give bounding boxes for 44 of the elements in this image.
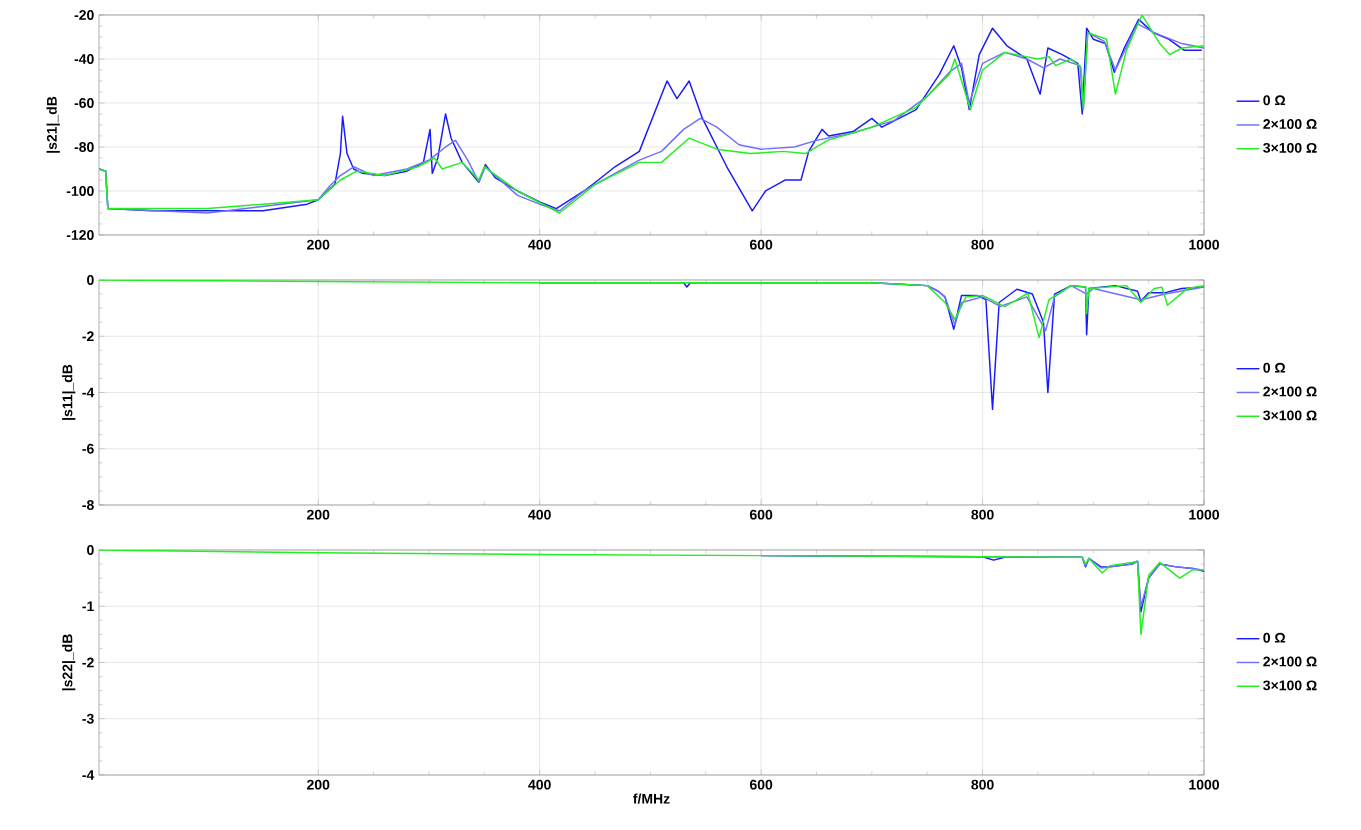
- y-tick-label: -1: [82, 601, 94, 612]
- y-axis-title: |s11|_dB: [62, 364, 76, 420]
- y-tick-label: -8: [82, 500, 94, 510]
- legend-label: 0 Ω: [1263, 362, 1286, 373]
- y-tick-label: 0: [87, 545, 94, 555]
- x-tick-label: 400: [528, 239, 551, 250]
- legend-label: 2×100 Ω: [1263, 119, 1317, 130]
- y-tick-label: -2: [82, 331, 94, 342]
- legend-label: 2×100 Ω: [1263, 656, 1317, 667]
- x-tick-label: 200: [307, 509, 330, 520]
- legend-label: 3×100 Ω: [1263, 680, 1317, 691]
- y-tick-label: -120: [66, 230, 94, 240]
- x-tick-label: 400: [528, 509, 551, 520]
- y-tick-label: -20: [74, 10, 94, 20]
- x-tick-label: 200: [307, 779, 330, 790]
- legend-label: 3×100 Ω: [1263, 142, 1317, 153]
- y-tick-label: -3: [82, 713, 94, 724]
- x-tick-label: 600: [749, 779, 773, 790]
- x-tick-label: 600: [749, 509, 773, 520]
- y-tick-label: -100: [66, 186, 94, 196]
- legend-label: 0 Ω: [1263, 632, 1286, 643]
- y-axis-title: |s22|_dB: [62, 634, 76, 691]
- x-tick-label: 400: [528, 779, 551, 790]
- y-axis-title: |s21|_dB: [46, 96, 60, 153]
- y-tick-label: 0: [87, 275, 94, 285]
- legend-label: 0 Ω: [1263, 95, 1286, 106]
- x-tick-label: 1000: [1189, 239, 1219, 250]
- y-tick-label: -40: [74, 54, 94, 64]
- x-axis-title: f/MHz: [633, 793, 670, 804]
- legend-label: 3×100 Ω: [1263, 410, 1317, 421]
- x-tick-label: 600: [749, 239, 773, 250]
- x-tick-label: 1000: [1189, 779, 1219, 790]
- y-tick-label: -60: [74, 98, 94, 108]
- y-tick-label: -4: [82, 387, 95, 398]
- x-tick-label: 1000: [1189, 509, 1219, 520]
- y-tick-label: -4: [82, 770, 95, 780]
- x-tick-label: 200: [307, 239, 330, 250]
- x-tick-label: 800: [971, 239, 994, 250]
- y-tick-label: -6: [82, 443, 94, 454]
- y-tick-label: -80: [74, 142, 94, 152]
- y-tick-label: -2: [82, 657, 94, 668]
- x-tick-label: 800: [971, 779, 994, 790]
- legend-label: 2×100 Ω: [1263, 386, 1317, 397]
- x-tick-label: 800: [971, 509, 994, 520]
